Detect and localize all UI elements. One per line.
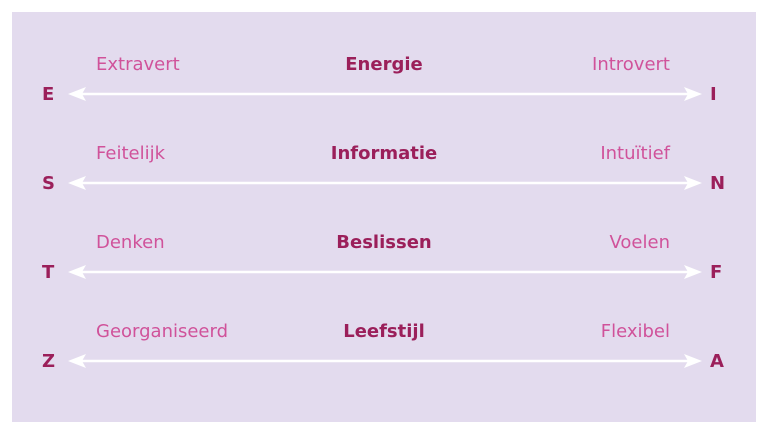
- left-letter: Z: [42, 351, 56, 372]
- dimension-row: Extravert Energie Introvert E I: [12, 54, 756, 114]
- right-letter: N: [710, 173, 726, 194]
- right-letter: A: [710, 351, 724, 372]
- left-pole-label: Feitelijk: [96, 143, 166, 164]
- double-arrow-icon: [68, 176, 702, 190]
- dimension-row: Georganiseerd Leefstijl Flexibel Z A: [12, 321, 756, 381]
- left-letter: S: [42, 173, 55, 194]
- dimension-title: Leefstijl: [343, 321, 425, 342]
- left-pole-label: Georganiseerd: [96, 321, 229, 342]
- dimension-title: Beslissen: [336, 232, 432, 253]
- dimension-title: Energie: [345, 54, 423, 75]
- dimension-row: Feitelijk Informatie Intuïtief S N: [12, 143, 756, 203]
- diagram-panel: Extravert Energie Introvert E I Feitelij…: [12, 12, 756, 422]
- left-pole-label: Denken: [96, 232, 165, 253]
- right-pole-label: Voelen: [609, 232, 671, 253]
- double-arrow-icon: [68, 354, 702, 368]
- right-pole-label: Flexibel: [600, 321, 670, 342]
- right-letter: F: [710, 262, 723, 283]
- double-arrow-icon: [68, 87, 702, 101]
- dimension-row: Denken Beslissen Voelen T F: [12, 232, 756, 292]
- left-letter: T: [42, 262, 55, 283]
- left-letter: E: [42, 84, 55, 105]
- right-pole-label: Intuïtief: [600, 143, 670, 164]
- right-letter: I: [710, 84, 717, 105]
- left-pole-label: Extravert: [96, 54, 180, 75]
- dimension-title: Informatie: [330, 143, 438, 164]
- right-pole-label: Introvert: [592, 54, 670, 75]
- double-arrow-icon: [68, 265, 702, 279]
